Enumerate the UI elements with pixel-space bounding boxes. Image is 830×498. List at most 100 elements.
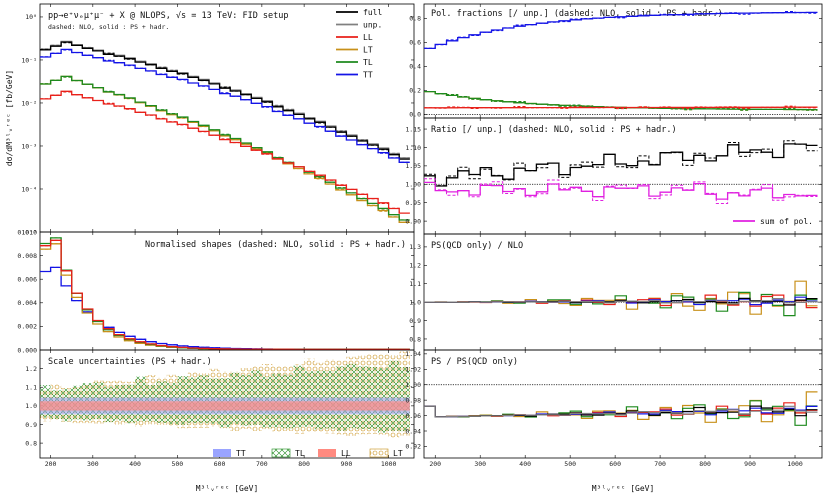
y-tick-label: 0.8 (409, 335, 421, 343)
y-tick-label: 1.10 (405, 144, 421, 152)
x-tick-label: 200 (45, 460, 57, 468)
y-tick-label: 1.2 (25, 365, 37, 373)
y-tick-label: 1.0 (25, 402, 37, 410)
x-tick-label: 600 (609, 460, 621, 468)
x-tick-label: 800 (298, 460, 310, 468)
y-tick-label: 0.8 (25, 439, 37, 447)
x-tick-label: 800 (699, 460, 711, 468)
y-tick-label: 10⁻¹ (21, 56, 37, 64)
pshadr-title: PS / PS(QCD only) (431, 357, 518, 367)
legend-label-TL: TL (295, 449, 305, 458)
y-tick-label: 1.02 (405, 366, 421, 374)
panel-frame (423, 3, 823, 119)
y-tick-label: 1.05 (405, 162, 421, 170)
ratio-sum (424, 181, 818, 200)
shape-LL (40, 239, 410, 351)
ratio-title: Ratio [/ unp.] (dashed: NLO, solid : PS … (431, 125, 677, 135)
frac-LL (424, 106, 818, 109)
y-tick-label: 1.1 (25, 384, 37, 392)
y-tick-label: 0.95 (405, 199, 421, 207)
psqcd-LT (424, 280, 818, 315)
y-tick-label: 0.006 (17, 276, 37, 284)
series-full-nlo (40, 42, 410, 160)
y-tick-label: 10⁻³ (21, 142, 37, 150)
y-tick-label: 1.04 (405, 350, 421, 358)
series-TT (40, 48, 410, 163)
y-tick-label: 0.90 (405, 217, 421, 225)
x-tick-label: 1000 (787, 460, 803, 468)
x-tick-label: 500 (171, 460, 183, 468)
y-tick-label: 0.004 (17, 299, 37, 307)
legend-swatch-TL (271, 448, 291, 458)
main-title: pp→e⁺νₑμ⁺μ⁻ + X @ NLOPS, √s = 13 TeV: FI… (48, 11, 289, 21)
x-tick-label: 700 (654, 460, 666, 468)
y-tick-label: 10⁻⁴ (21, 185, 37, 193)
shapes-title: Normalised shapes (dashed: NLO, solid : … (145, 240, 406, 250)
panel: PS(QCD only) / NLO 0.8 0.9 1.0 1.1 1.2 1.3 (409, 233, 823, 351)
series-LL (40, 90, 410, 214)
y-tick-label: 1.15 (405, 125, 421, 133)
shape-TT-nlo (40, 266, 410, 350)
main-ylabel: dσ/dM³ˡᵥʳᵉᶜ [fb/GeV] (5, 70, 14, 166)
y-tick-label: 1.3 (409, 243, 421, 251)
y-tick-label: 0.002 (17, 323, 37, 331)
y-tick-label: 0.92 (405, 443, 421, 451)
legend-label-sum: sum of pol. (760, 217, 813, 226)
legend-label-LL: LL (341, 449, 351, 458)
legend-label-TT: TT (363, 71, 373, 80)
y-tick-label: 10⁻⁵ (21, 228, 37, 236)
ratio-sum-nlo (424, 178, 818, 204)
y-tick-label: 1.1 (409, 280, 421, 288)
legend-swatch-LL (318, 449, 336, 457)
panel: Pol. fractions [/ unp.] (dashed: NLO, so… (409, 3, 823, 119)
y-tick-label: 10⁻² (21, 99, 37, 107)
y-tick-label: 0.6 (409, 39, 421, 47)
series-TL-nlo (40, 76, 410, 221)
frac-TT (424, 11, 818, 50)
x-tick-label: 900 (341, 460, 353, 468)
series-TT-nlo (40, 49, 410, 163)
shape-TL (40, 237, 410, 351)
x-tick-label: 300 (87, 460, 99, 468)
y-tick-label: 0.000 (17, 346, 37, 354)
x-tick-label: 400 (129, 460, 141, 468)
series-unp-nlo (40, 41, 410, 159)
x-tick-label: 300 (474, 460, 486, 468)
y-tick-label: 10⁰ (25, 13, 37, 21)
band-TL (40, 360, 410, 433)
y-tick-label: 1.0 (409, 298, 421, 306)
x-tick-label: 600 (214, 460, 226, 468)
y-tick-label: 0.4 (409, 63, 421, 71)
pshadr-LT (424, 391, 818, 423)
shape-LT-nlo (40, 243, 410, 350)
legend-label-unp: unp. (363, 21, 382, 30)
series-LT-nlo (40, 76, 410, 223)
x-tick-label: 500 (564, 460, 576, 468)
psqcd-unp (424, 298, 818, 305)
y-tick-label: 0.9 (25, 421, 37, 429)
panel: pp→e⁺νₑμ⁺μ⁻ + X @ NLOPS, √s = 13 TeV: FI… (5, 3, 415, 236)
main-subtitle: dashed: NLO, solid : PS + hadr. (48, 23, 169, 31)
panel: Scale uncertainties (PS + hadr.) 0.8 0.9 1.… (25, 349, 415, 493)
polfrac-title: Pol. fractions [/ unp.] (dashed: NLO, so… (431, 9, 723, 19)
x-tick-label: 1000 (381, 460, 397, 468)
pshadr-xlabel: M³ˡᵥʳᵉᶜ [GeV] (592, 484, 655, 493)
x-tick-label: 700 (256, 460, 268, 468)
legend-label-TL: TL (363, 58, 373, 67)
series-full (40, 41, 410, 160)
legend-label-TT: TT (236, 449, 246, 458)
shape-TL-nlo (40, 237, 410, 350)
panel: Ratio [/ unp.] (dashed: NLO, solid : PS … (405, 117, 823, 235)
y-tick-label: 0.94 (405, 427, 421, 435)
y-tick-label: 0.98 (405, 396, 421, 404)
y-tick-label: 0.008 (17, 252, 37, 260)
legend-label-LT: LT (363, 46, 373, 55)
panel-frame (423, 349, 823, 459)
x-tick-label: 400 (519, 460, 531, 468)
y-tick-label: 0.9 (409, 317, 421, 325)
y-tick-label: 1.00 (405, 181, 421, 189)
y-tick-label: 1.00 (405, 381, 421, 389)
scale-title: Scale uncertainties (PS + hadr.) (48, 357, 212, 367)
legend-label-LT: LT (393, 449, 403, 458)
y-tick-label: 1.2 (409, 262, 421, 270)
